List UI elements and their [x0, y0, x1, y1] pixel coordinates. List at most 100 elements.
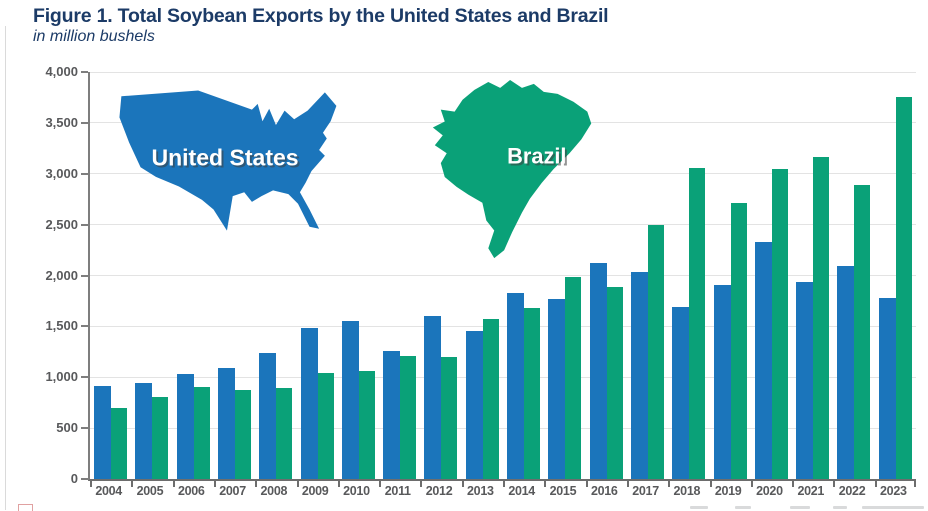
- figure-header: Figure 1. Total Soybean Exports by the U…: [33, 5, 609, 46]
- x-axis-label-2022: 2022: [838, 484, 866, 498]
- window-left-border: [5, 26, 6, 510]
- y-axis-label-500: 500: [56, 420, 78, 436]
- x-axis-tick-7: [379, 481, 381, 487]
- x-axis-tick-12: [586, 481, 588, 487]
- gridline-2,500: [90, 224, 916, 226]
- bar-united-states-2011: [383, 351, 401, 479]
- x-axis-label-2016: 2016: [590, 484, 618, 498]
- gridline-1,000: [90, 376, 916, 378]
- bar-brazil-2008: [276, 388, 293, 479]
- y-axis-tick-4,000: [81, 71, 88, 73]
- bar-united-states-2023: [878, 297, 896, 479]
- x-axis-tick-0: [90, 481, 92, 487]
- x-axis-tick-end: [914, 481, 916, 487]
- y-axis-label-3,500: 3,500: [45, 114, 78, 130]
- bar-brazil-2007: [234, 390, 251, 479]
- bar-brazil-2011: [400, 356, 417, 479]
- gridline-3,500: [90, 122, 916, 124]
- x-axis-label-2021: 2021: [797, 484, 825, 498]
- y-axis-label-2,000: 2,000: [45, 267, 78, 283]
- gridline-2,000: [90, 275, 916, 276]
- bar-brazil-2012: [441, 357, 458, 479]
- y-axis-label-4,000: 4,000: [45, 64, 78, 79]
- y-axis-tick-3,500: [81, 121, 88, 124]
- bar-brazil-2014: [524, 308, 540, 479]
- y-axis-tick-1,000: [81, 376, 88, 379]
- figure-subtitle: in million bushels: [33, 28, 155, 46]
- clipped-footer-mark: [735, 506, 751, 509]
- bar-united-states-2004: [94, 385, 111, 479]
- y-axis-label-2,500: 2,500: [45, 216, 78, 232]
- bar-united-states-2015: [548, 299, 566, 479]
- clipped-logo-fragment: [18, 504, 33, 511]
- x-axis-tick-14: [668, 481, 670, 487]
- x-axis-tick-17: [792, 481, 794, 487]
- bar-brazil-2017: [647, 224, 664, 479]
- x-axis-tick-6: [338, 481, 340, 487]
- bar-brazil-2006: [193, 387, 210, 479]
- y-axis-tick-0: [81, 478, 88, 480]
- x-axis-label-2009: 2009: [301, 484, 329, 498]
- figure-title: Figure 1. Total Soybean Exports by the U…: [33, 5, 609, 27]
- x-axis-label-2005: 2005: [136, 484, 164, 498]
- x-axis-label-2013: 2013: [467, 484, 494, 498]
- y-axis-label-1,000: 1,000: [45, 369, 78, 385]
- bar-united-states-2007: [217, 368, 235, 479]
- bar-united-states-2005: [135, 383, 153, 479]
- x-axis-tick-4: [255, 481, 257, 487]
- bar-united-states-2013: [465, 331, 483, 479]
- clipped-footer-mark: [690, 506, 708, 509]
- x-axis-tick-2: [173, 481, 175, 487]
- x-axis-label-2011: 2011: [384, 484, 411, 498]
- x-axis-label-2014: 2014: [508, 484, 535, 498]
- gridline-4,000: [90, 71, 916, 73]
- y-axis-label-3,000: 3,000: [45, 165, 78, 181]
- bar-brazil-2019: [730, 203, 747, 479]
- bar-united-states-2006: [176, 374, 194, 479]
- bar-united-states-2021: [796, 281, 814, 479]
- bar-united-states-2009: [300, 328, 318, 479]
- x-axis-label-2004: 2004: [95, 484, 122, 498]
- clipped-footer-mark: [862, 506, 924, 509]
- bar-brazil-2009: [317, 373, 334, 479]
- x-axis-tick-10: [503, 481, 505, 487]
- plot-area: [81, 71, 916, 487]
- gridline-500: [90, 427, 916, 429]
- x-axis-label-2017: 2017: [632, 484, 659, 498]
- x-axis-label-2010: 2010: [343, 484, 370, 498]
- x-axis-label-2012: 2012: [425, 484, 453, 498]
- x-axis-label-2019: 2019: [714, 484, 742, 498]
- bar-brazil-2010: [358, 371, 375, 479]
- x-axis-label-2006: 2006: [177, 484, 205, 498]
- bar-brazil-2015: [565, 276, 582, 479]
- x-axis-label-2018: 2018: [673, 484, 701, 498]
- gridline-3,000: [90, 173, 916, 175]
- bar-united-states-2016: [589, 263, 607, 479]
- bar-united-states-2020: [754, 241, 772, 479]
- bar-united-states-2008: [259, 352, 277, 479]
- x-axis-tick-13: [627, 481, 629, 487]
- y-axis-tick-3,000: [81, 172, 88, 175]
- y-axis-tick-1,500: [81, 325, 88, 328]
- y-axis-tick-500: [81, 427, 88, 430]
- clipped-footer-mark: [833, 506, 847, 509]
- y-axis-label-0: 0: [70, 471, 78, 486]
- bar-united-states-2022: [837, 266, 855, 479]
- bar-brazil-2013: [482, 319, 499, 479]
- bar-united-states-2010: [341, 321, 359, 479]
- bar-united-states-2017: [630, 272, 648, 479]
- x-axis-label-2015: 2015: [549, 484, 577, 498]
- y-axis-label-1,500: 1,500: [45, 318, 78, 334]
- x-axis-tick-8: [420, 481, 422, 487]
- bar-brazil-2021: [813, 157, 830, 479]
- gridline-1,500: [90, 325, 916, 327]
- bar-brazil-2004: [111, 407, 127, 479]
- bar-brazil-2023: [895, 96, 912, 479]
- x-axis-tick-16: [751, 481, 753, 487]
- bar-brazil-2005: [152, 396, 169, 479]
- x-axis-tick-15: [710, 481, 712, 487]
- x-axis-tick-19: [875, 481, 877, 487]
- x-axis-tick-18: [833, 481, 835, 487]
- y-axis-tick-2,000: [81, 274, 88, 277]
